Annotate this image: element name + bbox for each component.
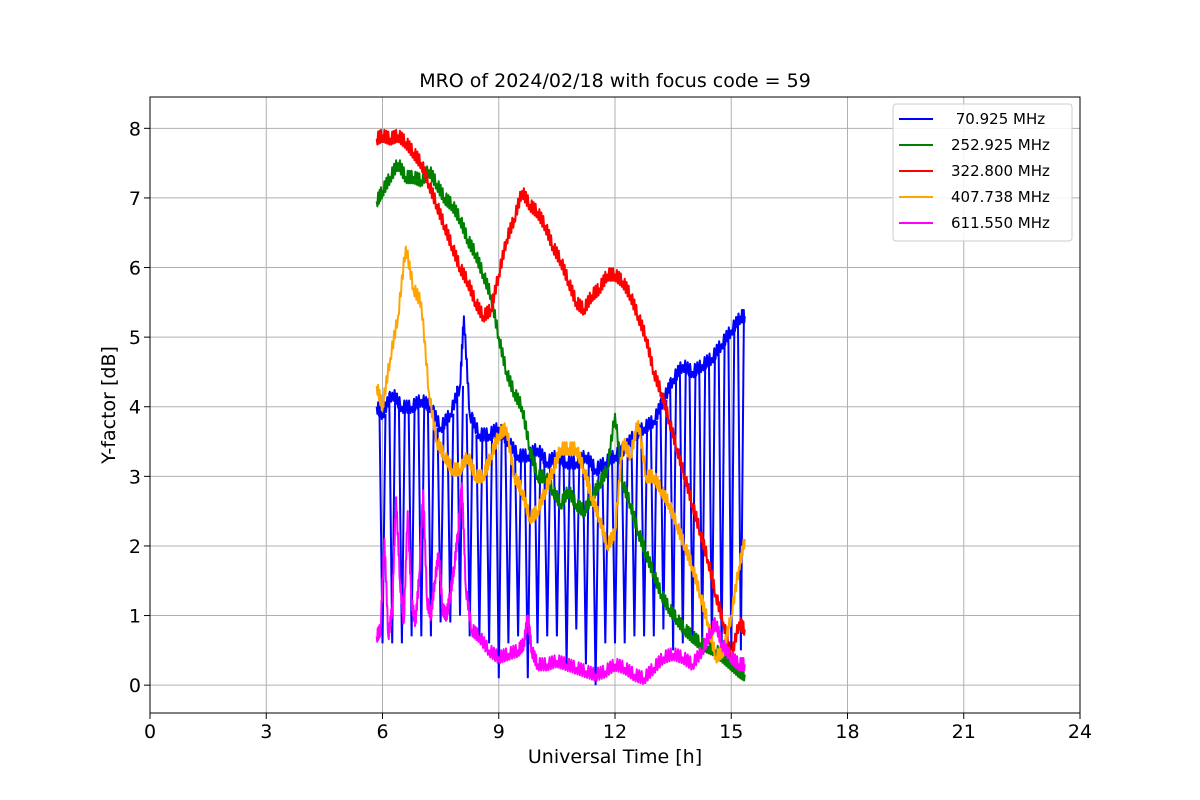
legend-entry-label: 322.800 MHz — [951, 162, 1050, 180]
series-layer — [375, 128, 746, 686]
series-line-2 — [375, 128, 746, 661]
series-dip — [388, 392, 397, 644]
series-line-3 — [375, 245, 746, 664]
legend-entry-label: 407.738 MHz — [951, 188, 1050, 206]
series-line-4 — [375, 482, 746, 685]
series-dip — [446, 413, 455, 623]
x-tick-label: 0 — [144, 721, 156, 743]
x-tick-label: 24 — [1068, 721, 1092, 743]
series-dip — [543, 462, 552, 637]
chart-title: MRO of 2024/02/18 with focus code = 59 — [419, 70, 811, 92]
x-tick-label: 15 — [719, 721, 743, 743]
y-tick-label: 3 — [129, 466, 141, 488]
series-dip — [707, 357, 716, 651]
series-dip — [485, 434, 494, 644]
series-dip — [581, 455, 590, 665]
y-tick-label: 6 — [129, 258, 141, 280]
legend: 70.925 MHz 252.925 MHz 322.800 MHz 407.738 … — [892, 103, 1073, 242]
series-dip — [669, 378, 678, 651]
y-tick-label: 8 — [129, 118, 141, 140]
y-tick-label: 4 — [129, 397, 141, 419]
x-tick-label: 6 — [376, 721, 388, 743]
legend-box — [892, 103, 1073, 242]
x-tick-label: 3 — [260, 721, 272, 743]
series-dip — [397, 406, 406, 644]
series-dip — [426, 406, 435, 637]
series-dip — [407, 406, 416, 637]
series-dip — [649, 420, 658, 637]
legend-entry-label: 252.925 MHz — [951, 136, 1050, 154]
series-dip — [504, 441, 513, 644]
legend-entry-label: 611.550 MHz — [951, 214, 1050, 232]
y-axis-label: Y-factor [dB] — [98, 346, 120, 465]
series-dip — [514, 455, 523, 637]
series-dip — [475, 434, 484, 637]
series-dip — [601, 462, 610, 644]
series-dip — [640, 427, 649, 637]
x-tick-label: 12 — [603, 721, 627, 743]
x-tick-label: 21 — [952, 721, 976, 743]
series-dip — [630, 434, 639, 637]
x-tick-label: 18 — [835, 721, 859, 743]
grid — [149, 97, 1081, 713]
series-dip — [552, 455, 561, 637]
series-dip — [659, 399, 668, 630]
series-dip — [736, 316, 745, 651]
legend-entry-label: 70.925 MHz — [951, 110, 1045, 128]
series-dip — [572, 462, 581, 630]
series-line-1 — [375, 159, 746, 682]
series-dip — [417, 399, 426, 637]
series-dip — [523, 455, 532, 679]
series-dip — [436, 427, 445, 623]
y-tick-label: 1 — [129, 606, 141, 628]
series-dip — [620, 448, 629, 644]
series-dip — [591, 469, 600, 686]
y-tick-label: 0 — [129, 675, 141, 697]
y-tick-label: 5 — [129, 327, 141, 349]
series-dip — [494, 427, 503, 679]
series-dip — [727, 330, 736, 651]
y-tick-label: 2 — [129, 536, 141, 558]
y-tick-label: 7 — [129, 188, 141, 210]
series-dip — [465, 413, 474, 637]
series-dip — [378, 413, 387, 644]
x-axis-label: Universal Time [h] — [528, 746, 702, 768]
x-tick-label: 9 — [493, 721, 505, 743]
